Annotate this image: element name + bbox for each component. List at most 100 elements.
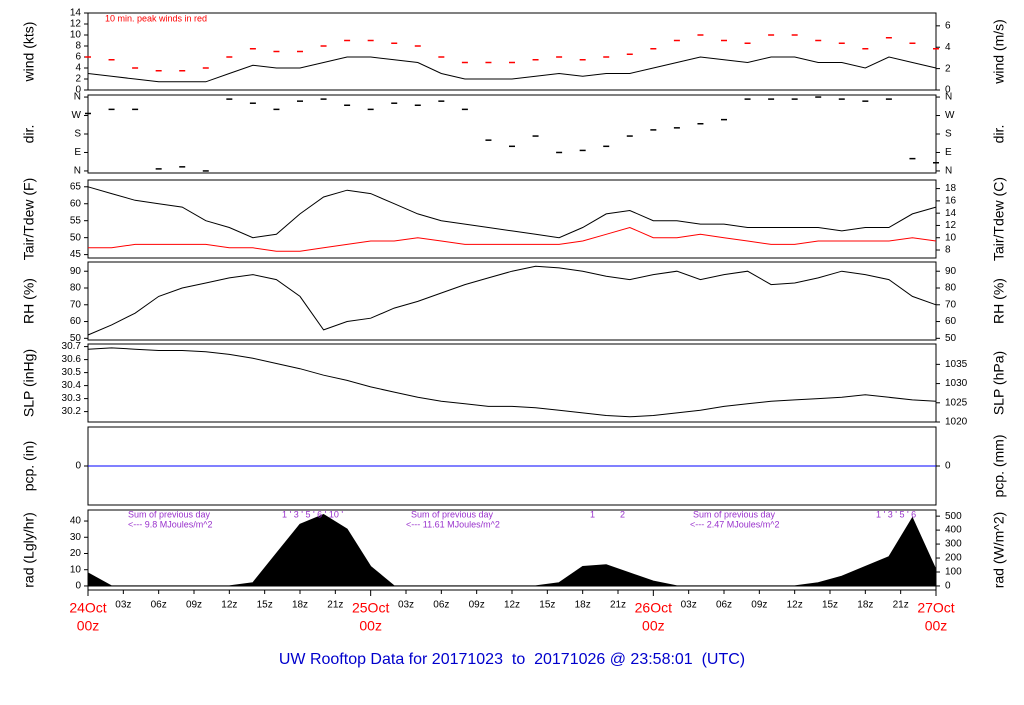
line: [87, 186, 937, 239]
x-tick-label: 09z: [186, 600, 202, 611]
x-tick-label: 06z: [151, 600, 167, 611]
y-tick-label: 30.2: [62, 406, 82, 417]
annotation: 1 ' 3 ' 5 ' 6: [876, 509, 916, 519]
y-tick-label: 0: [75, 85, 81, 96]
y2-tick-label: 8: [945, 245, 951, 256]
annotation: Sum of previous day: [411, 509, 494, 519]
y2-tick-label: E: [945, 147, 952, 158]
x-tick-label: 03z: [681, 600, 697, 611]
y-tick-label: 30.5: [62, 367, 82, 378]
y-tick-label: 8: [75, 41, 81, 52]
annotation: 10 min. peak winds in red: [105, 13, 207, 23]
y-tick-label: 60: [70, 316, 82, 327]
area: [87, 513, 937, 587]
line: [88, 226, 937, 252]
y-tick-label: 30.6: [62, 354, 82, 365]
line: [87, 56, 937, 83]
y2-axis-label: wind (m/s): [991, 19, 1007, 85]
y-tick-label: 55: [70, 215, 82, 226]
x-day-label: 27Oct: [917, 600, 954, 616]
y-tick-label: 4: [75, 63, 81, 74]
y2-tick-label: 6: [945, 20, 951, 31]
y2-tick-label: 0: [945, 85, 951, 96]
y2-tick-label: 4: [945, 42, 951, 53]
y-tick-label: 6: [75, 52, 81, 63]
y-axis-label: SLP (inHg): [21, 349, 37, 417]
y2-axis-label: Tair/Tdew (C): [991, 177, 1007, 261]
y-tick-label: 65: [70, 181, 82, 192]
y-tick-label: 60: [70, 198, 82, 209]
annotation: <--- 9.8 MJoules/m^2: [128, 519, 213, 529]
y2-axis-label: pcp. (mm): [991, 435, 1007, 498]
chart-title: UW Rooftop Data for 20171023 to 20171026…: [279, 651, 745, 668]
y-tick-label: 80: [70, 283, 82, 294]
x-day-hour-label: 00z: [77, 618, 100, 634]
y2-tick-label: N: [945, 166, 952, 177]
x-tick-label: 21z: [327, 600, 343, 611]
x-tick-label: 12z: [787, 600, 803, 611]
x-tick-label: 15z: [257, 600, 273, 611]
annotation: <--- 2.47 MJoules/m^2: [690, 519, 780, 529]
y-tick-label: 10: [70, 564, 82, 575]
x-day-hour-label: 00z: [642, 618, 665, 634]
x-day-label: 25Oct: [352, 600, 389, 616]
y2-tick-label: N: [945, 92, 952, 103]
y2-tick-label: 200: [945, 553, 962, 564]
y-tick-label: 20: [70, 548, 82, 559]
x-tick-label: 03z: [115, 600, 131, 611]
x-tick-label: 09z: [469, 600, 485, 611]
x-day-hour-label: 00z: [359, 618, 382, 634]
y2-tick-label: 18: [945, 183, 957, 194]
annotation: <--- 11.61 MJoules/m^2: [406, 519, 500, 529]
y2-axis-label: rad (W/m^2): [991, 512, 1007, 589]
x-tick-label: 18z: [575, 600, 591, 611]
annotation: 1 2: [590, 509, 625, 519]
y-tick-label: 2: [75, 74, 81, 85]
y2-tick-label: 50: [945, 333, 957, 344]
x-tick-label: 06z: [716, 600, 732, 611]
y2-tick-label: 14: [945, 208, 957, 219]
y2-tick-label: 60: [945, 316, 957, 327]
x-tick-label: 18z: [857, 600, 873, 611]
x-tick-label: 15z: [539, 600, 555, 611]
y2-tick-label: 80: [945, 283, 957, 294]
y2-tick-label: 90: [945, 266, 957, 277]
y-tick-label: N: [74, 92, 81, 103]
line: [87, 347, 937, 418]
panel-frame: [87, 12, 937, 91]
y2-tick-label: 100: [945, 567, 962, 578]
y-tick-label: 0: [75, 581, 81, 592]
x-tick-label: 09z: [751, 600, 767, 611]
y-axis-label: rad (Lgly/hr): [21, 512, 37, 587]
x-tick-label: 18z: [292, 600, 308, 611]
y2-tick-label: 12: [945, 220, 957, 231]
y2-tick-label: W: [945, 110, 955, 121]
y2-tick-label: 1030: [945, 378, 968, 389]
annotation: Sum of previous day: [693, 509, 776, 519]
y2-axis-label: SLP (hPa): [991, 351, 1007, 415]
y-tick-label: 90: [70, 266, 82, 277]
x-day-label: 26Oct: [635, 600, 672, 616]
x-tick-label: 21z: [893, 600, 909, 611]
y-tick-label: 0: [75, 461, 81, 472]
y-tick-label: 10: [70, 30, 82, 41]
y-tick-label: 70: [70, 299, 82, 310]
x-day-label: 24Oct: [69, 600, 106, 616]
y-tick-label: W: [72, 110, 82, 121]
x-tick-label: 06z: [433, 600, 449, 611]
annotation: Sum of previous day: [128, 509, 211, 519]
x-tick-label: 21z: [610, 600, 626, 611]
y2-tick-label: 400: [945, 525, 962, 536]
y2-axis-label: dir.: [991, 125, 1007, 144]
y2-tick-label: 300: [945, 539, 962, 550]
y-tick-label: 40: [70, 516, 82, 527]
y2-axis-label: RH (%): [991, 278, 1007, 324]
y-axis-label: Tair/Tdew (F): [21, 178, 37, 260]
y2-tick-label: 2: [945, 63, 951, 74]
y-tick-label: E: [74, 147, 81, 158]
x-tick-label: 12z: [221, 600, 237, 611]
y-axis-label: wind (kts): [21, 22, 37, 83]
x-tick-label: 12z: [504, 600, 520, 611]
y2-tick-label: 16: [945, 196, 957, 207]
